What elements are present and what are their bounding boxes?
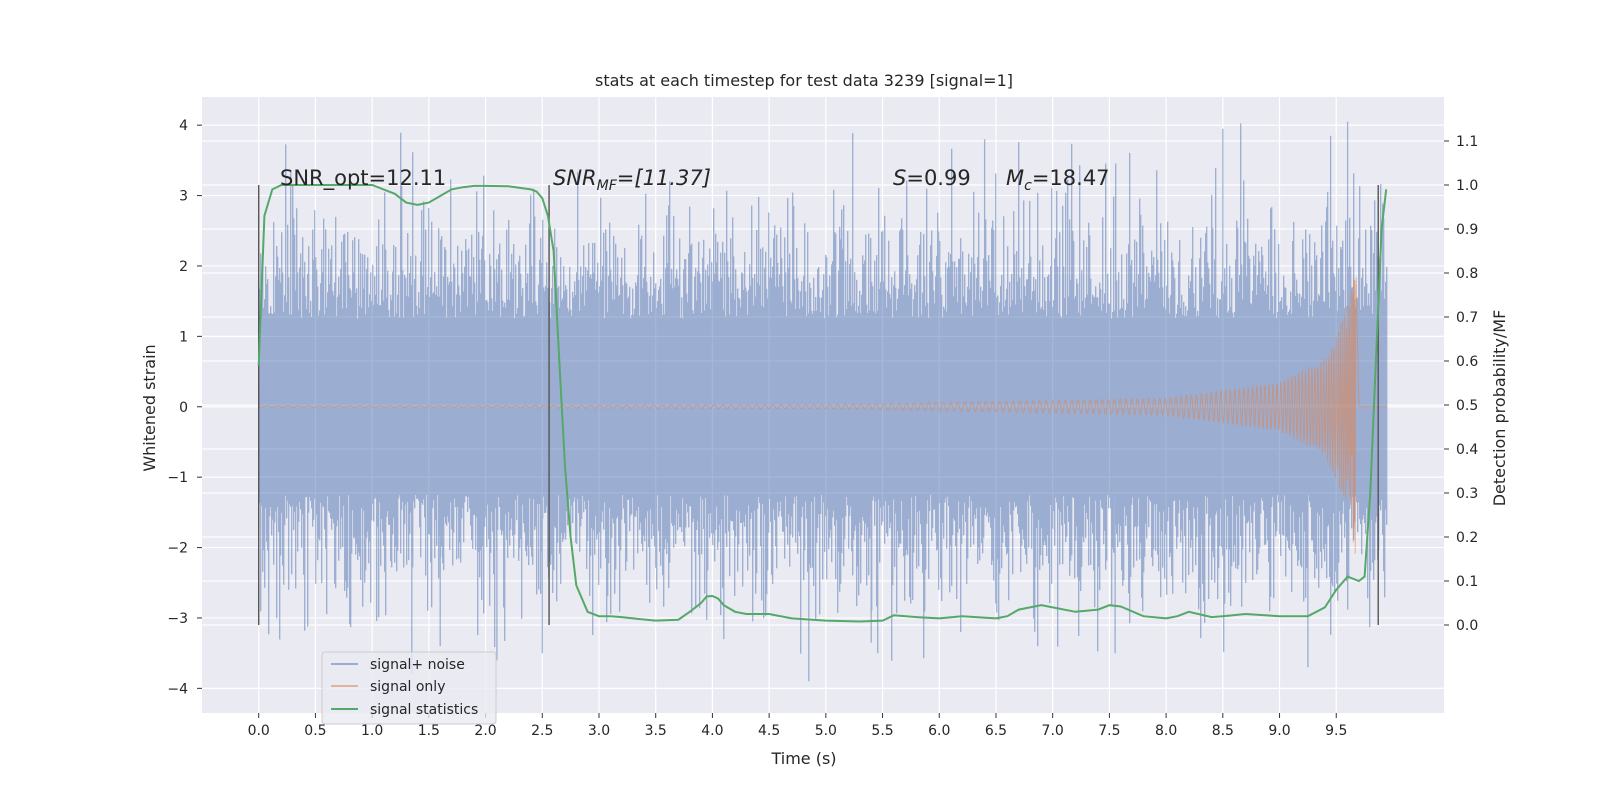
x-tick-label: 0.5 [304,723,326,739]
y2-tick-label: 0.0 [1456,618,1478,634]
y2-tick-label: 1.0 [1456,178,1478,194]
x-tick-label: 6.0 [928,723,950,739]
x-tick-label: 5.0 [815,723,837,739]
x-axis-ticks: 0.0 0.5 1.0 1.5 2.0 2.5 3.0 3.5 4.0 4.5 5.0 5.5 6.0 6… [248,713,1347,739]
legend: signal+ noise signal only signal statist… [321,651,497,725]
x-tick-label: 7.5 [1098,723,1120,739]
y2-tick-label: 0.1 [1456,574,1478,590]
y2-tick-label: 0.6 [1456,354,1478,370]
x-tick-label: 9.0 [1268,723,1290,739]
y2-tick-label: 0.8 [1456,266,1478,282]
mc-subscript: c [1024,178,1032,194]
mc-name: M [1006,166,1024,190]
x-tick-label: 4.0 [701,723,723,739]
s-value: =0.99 [906,166,970,190]
x-tick-label: 5.5 [871,723,893,739]
x-tick-label: 3.0 [588,723,610,739]
y-tick-label: 2 [179,259,188,275]
y-tick-label: −2 [167,541,188,557]
y2-tick-label: 0.3 [1456,486,1478,502]
x-tick-label: 1.0 [361,723,383,739]
y-tick-label: −3 [167,611,188,627]
snr-mf-name: SNR [553,166,597,190]
x-tick-label: 3.5 [645,723,667,739]
signal-only-trace [258,276,1388,555]
y-tick-label: −4 [167,681,188,697]
x-tick-label: 8.5 [1212,723,1234,739]
y-axis-ticks: 4 3 2 1 0 −1 −2 −3 −4 [167,118,202,697]
y2-axis-ticks: 1.1 1.0 0.9 0.8 0.7 0.6 0.5 0.4 0.3 0.2 0.1 0.0 [1444,134,1478,634]
x-tick-label: 8.0 [1155,723,1177,739]
vertical-markers [258,185,1379,625]
y2-tick-label: 1.1 [1456,134,1478,150]
chart-title: stats at each timestep for test data 323… [595,71,1013,90]
signal-statistics-line [257,184,1388,623]
y2-tick-label: 0.7 [1456,310,1478,326]
x-tick-label: 6.5 [985,723,1007,739]
mc-value: =18.47 [1032,166,1110,190]
x-tick-label: 1.5 [418,723,440,739]
y2-tick-label: 0.2 [1456,530,1478,546]
x-tick-label: 4.5 [758,723,780,739]
y-tick-label: 0 [179,400,188,416]
y-tick-label: 3 [179,189,188,205]
x-axis-label: Time (s) [770,749,836,768]
legend-box [321,651,497,725]
x-tick-label: 2.5 [531,723,553,739]
x-tick-label: 0.0 [248,723,270,739]
legend-label-noise: signal+ noise [370,657,465,673]
y2-axis-label: Detection probability/MF [1490,310,1509,507]
x-tick-label: 9.5 [1325,723,1347,739]
snr-mf-subscript: MF [597,178,618,194]
legend-label-stats: signal statistics [370,702,478,718]
snr-mf-annotation: SNRMF=[11.37] [553,166,711,194]
legend-label-signal: signal only [370,679,445,695]
y-axis-label: Whitened strain [140,344,159,471]
signal-only-series [258,276,1388,555]
y2-tick-label: 0.5 [1456,398,1478,414]
y-tick-label: −1 [167,470,188,486]
s-annotation: S=0.99 [893,166,971,190]
s-name: S [893,166,906,190]
snr-mf-value: =[11.37] [617,166,711,190]
y2-tick-label: 0.4 [1456,442,1478,458]
mc-annotation: Mc=18.47 [1006,166,1110,194]
signal-statistics-series [257,184,1388,623]
x-tick-label: 7.0 [1042,723,1064,739]
y-tick-label: 1 [179,329,188,345]
snr-opt-annotation: SNR_opt=12.11 [280,166,446,191]
x-tick-label: 2.0 [474,723,496,739]
y-tick-label: 4 [179,118,188,134]
y2-tick-label: 0.9 [1456,222,1478,238]
